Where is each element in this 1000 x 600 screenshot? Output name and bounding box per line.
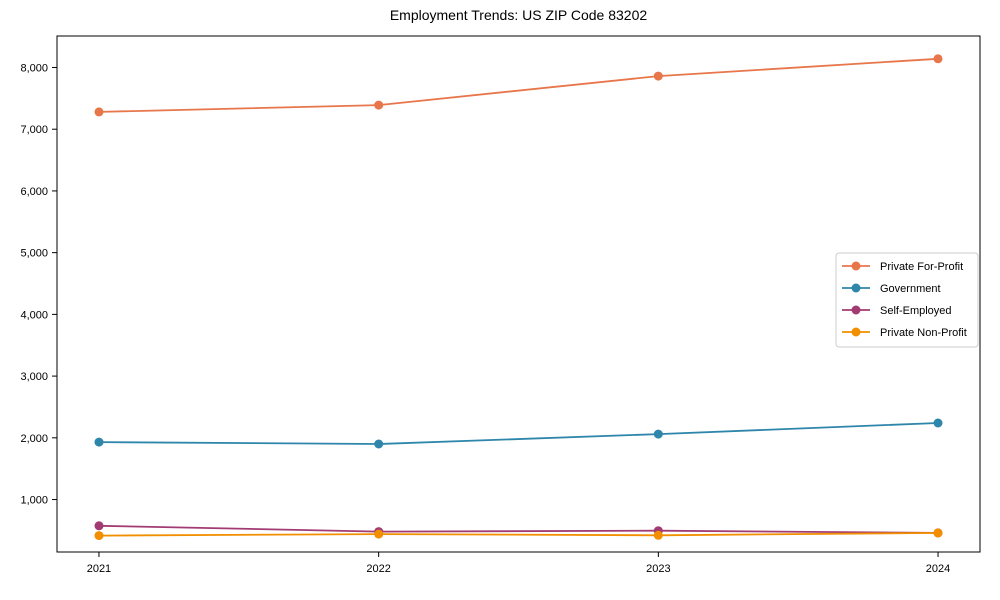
legend-label: Government	[880, 283, 941, 295]
plot-frame	[56, 35, 981, 553]
series-line	[98, 524, 939, 534]
legend-entry-self-employed: Self-Employed	[842, 305, 952, 317]
y-tick-label: 3,000	[20, 371, 48, 383]
legend-marker	[851, 305, 861, 315]
y-axis: 1,000 2,000 3,000 4,000 5,000 6,000 7,000 8,000	[20, 62, 57, 507]
series-private-non-profit	[94, 528, 943, 541]
series-line	[98, 422, 939, 445]
legend-label: Private For-Profit	[880, 261, 963, 273]
legend-marker	[851, 261, 861, 271]
y-tick-label: 7,000	[20, 124, 48, 136]
data-point	[374, 529, 384, 539]
y-tick-label: 4,000	[20, 309, 48, 321]
data-point	[94, 521, 104, 531]
x-tick-label: 2022	[366, 563, 390, 575]
y-tick-label: 8,000	[20, 62, 48, 74]
legend: Private For-Profit Government Self-Employe…	[835, 252, 979, 348]
series-private-for-profit	[94, 54, 943, 117]
data-point	[374, 439, 384, 449]
series-government	[94, 418, 943, 449]
legend-label: Self-Employed	[880, 305, 952, 317]
series-line	[98, 57, 939, 113]
legend-marker	[851, 327, 861, 337]
x-tick-label: 2024	[926, 563, 950, 575]
legend-marker	[851, 283, 861, 293]
data-point	[933, 418, 943, 428]
data-point	[933, 54, 943, 64]
data-point	[653, 429, 663, 439]
legend-entry-private-non-profit: Private Non-Profit	[842, 327, 967, 339]
data-point	[94, 531, 104, 541]
legend-entry-private-for-profit: Private For-Profit	[842, 261, 963, 273]
y-tick-label: 1,000	[20, 495, 48, 507]
y-tick-label: 5,000	[20, 248, 48, 260]
data-point	[94, 107, 104, 117]
x-axis: 2021 2022 2023 2024	[87, 552, 950, 575]
x-tick-label: 2023	[646, 563, 670, 575]
data-point	[653, 530, 663, 540]
series-line	[98, 532, 939, 537]
data-point	[653, 71, 663, 81]
legend-entry-government: Government	[842, 283, 941, 295]
data-point	[933, 528, 943, 538]
chart-title: Employment Trends: US ZIP Code 83202	[389, 7, 648, 23]
y-tick-label: 2,000	[20, 433, 48, 445]
y-tick-label: 6,000	[20, 186, 48, 198]
data-point	[374, 100, 384, 110]
legend-label: Private Non-Profit	[880, 327, 967, 339]
x-tick-label: 2021	[87, 563, 111, 575]
data-point	[94, 437, 104, 447]
legend-box	[835, 252, 979, 348]
